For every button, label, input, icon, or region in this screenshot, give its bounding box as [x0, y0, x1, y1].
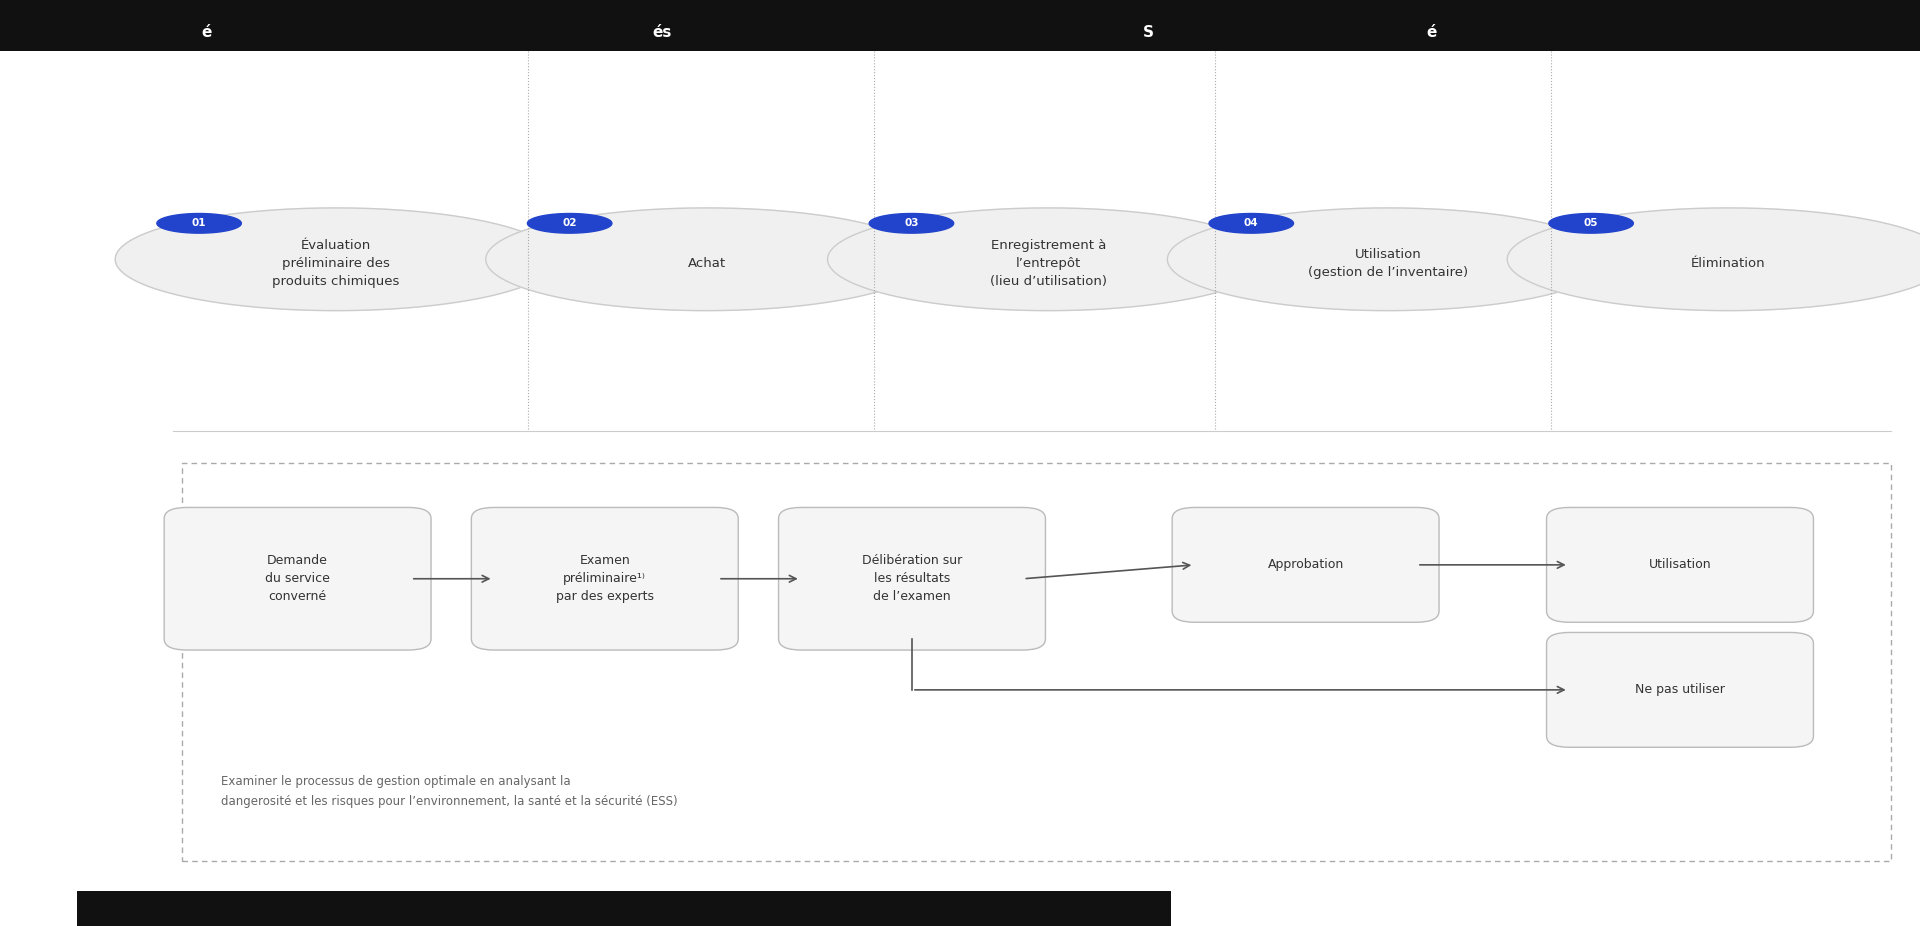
Polygon shape [870, 214, 954, 233]
Text: 05: 05 [1584, 219, 1597, 229]
Text: Ne pas utiliser: Ne pas utiliser [1636, 683, 1724, 696]
Text: Utilisation
(gestion de l’inventaire): Utilisation (gestion de l’inventaire) [1308, 248, 1469, 280]
Polygon shape [528, 214, 612, 233]
Text: Délibération sur
les résultats
de l’examen: Délibération sur les résultats de l’exam… [862, 555, 962, 603]
Text: 02: 02 [563, 219, 576, 229]
Text: 04: 04 [1244, 219, 1260, 229]
Polygon shape [1549, 214, 1634, 233]
Text: Achat: Achat [687, 257, 726, 270]
FancyBboxPatch shape [77, 891, 1171, 926]
Text: Demande
du service
converné: Demande du service converné [265, 555, 330, 603]
Text: Approbation: Approbation [1267, 558, 1344, 571]
Polygon shape [157, 214, 242, 233]
Text: é: é [202, 25, 211, 40]
Polygon shape [1167, 208, 1609, 310]
Text: és: és [653, 25, 672, 40]
FancyBboxPatch shape [472, 507, 737, 650]
FancyBboxPatch shape [780, 507, 1044, 650]
Polygon shape [828, 208, 1269, 310]
FancyBboxPatch shape [1548, 632, 1812, 747]
FancyBboxPatch shape [1171, 507, 1440, 622]
Text: é: é [1427, 25, 1436, 40]
Polygon shape [486, 208, 927, 310]
Polygon shape [115, 208, 557, 310]
Text: Enregistrement à
l’entrepôt
(lieu d’utilisation): Enregistrement à l’entrepôt (lieu d’util… [991, 240, 1106, 288]
Text: 01: 01 [192, 219, 205, 229]
FancyBboxPatch shape [1548, 507, 1812, 622]
Text: S: S [1142, 25, 1154, 40]
Text: 03: 03 [904, 219, 918, 229]
Text: Examen
préliminaire¹⁾
par des experts: Examen préliminaire¹⁾ par des experts [555, 555, 655, 603]
FancyBboxPatch shape [0, 0, 1920, 51]
Polygon shape [1507, 208, 1920, 310]
Text: Examiner le processus de gestion optimale en analysant la
dangerosité et les ris: Examiner le processus de gestion optimal… [221, 775, 678, 808]
Polygon shape [1210, 214, 1294, 233]
FancyBboxPatch shape [165, 507, 432, 650]
Text: Élimination: Élimination [1692, 257, 1764, 270]
Text: Évaluation
préliminaire des
produits chimiques: Évaluation préliminaire des produits chi… [273, 240, 399, 288]
Text: Utilisation: Utilisation [1649, 558, 1711, 571]
